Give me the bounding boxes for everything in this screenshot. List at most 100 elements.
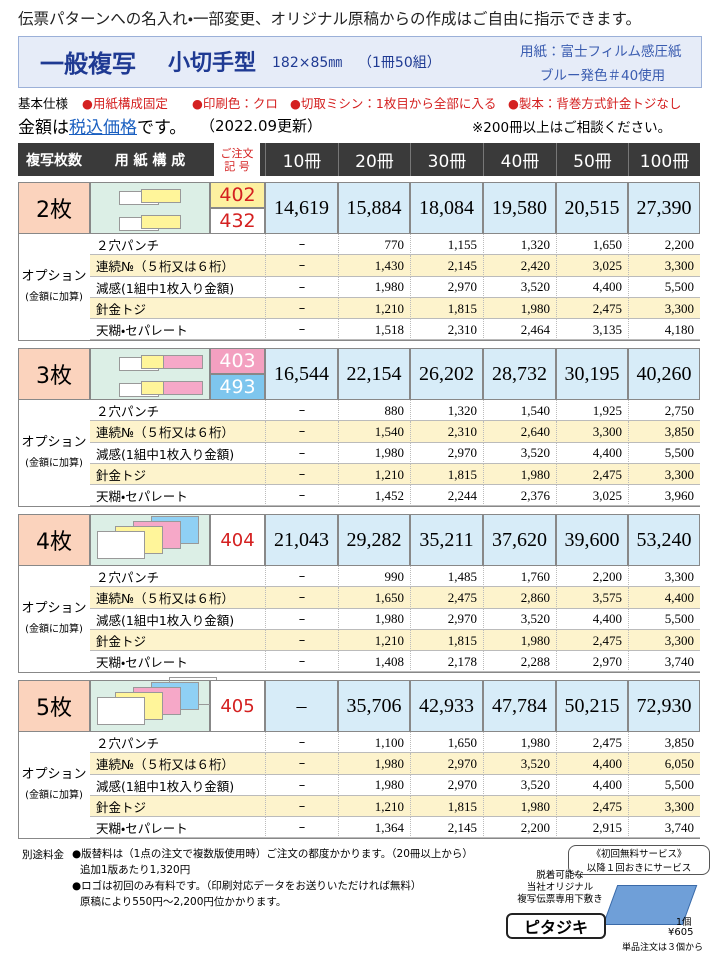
option-price: 1,210 bbox=[338, 463, 410, 486]
ad-banner bbox=[568, 845, 710, 875]
option-price: 1,980 bbox=[338, 442, 410, 464]
option-row bbox=[90, 566, 700, 588]
option-price: – bbox=[265, 442, 338, 464]
option-price: 1,980 bbox=[338, 608, 410, 630]
option-price: – bbox=[265, 297, 338, 320]
option-price: 2,475 bbox=[556, 297, 628, 320]
option-price: 2,750 bbox=[628, 400, 700, 422]
option-group: オプション bbox=[21, 268, 87, 284]
option-price: 1,980 bbox=[483, 795, 556, 818]
option-price: 5,500 bbox=[628, 276, 700, 298]
option-price: 1,760 bbox=[483, 566, 556, 588]
option-price: 4,400 bbox=[628, 587, 700, 609]
option-price: 3,300 bbox=[628, 255, 700, 277]
price: 37,620 bbox=[483, 514, 556, 566]
option-price: 2,288 bbox=[483, 651, 556, 673]
footer-line: 追加1版あたり1,320円 bbox=[80, 863, 191, 876]
option-price: 1,210 bbox=[338, 795, 410, 818]
price: 47,784 bbox=[483, 680, 556, 732]
option-row bbox=[90, 319, 700, 341]
ad-desc: 複写伝票専用下敷き bbox=[517, 894, 603, 905]
header-cell: 用 紙 構 成 bbox=[114, 152, 186, 169]
option-price: 4,400 bbox=[556, 774, 628, 796]
option-price: 1,485 bbox=[410, 566, 483, 588]
price: 35,211 bbox=[410, 514, 483, 566]
footer-label: 別途料金 bbox=[22, 848, 64, 861]
option-row bbox=[90, 421, 700, 443]
option-price: – bbox=[265, 608, 338, 630]
option-price: 3,300 bbox=[556, 421, 628, 443]
option-price: 6,050 bbox=[628, 753, 700, 775]
header-cell: 複写枚数 bbox=[26, 152, 82, 169]
option-price: 1,980 bbox=[483, 297, 556, 320]
option-label: 減感(1組中1枚入り金額) bbox=[96, 446, 235, 462]
option-row bbox=[90, 485, 700, 507]
sheet bbox=[97, 697, 145, 725]
paper: 用紙：富士フィルム感圧紙 bbox=[520, 44, 682, 60]
option-price: 1,100 bbox=[338, 732, 410, 754]
option-price: 2,475 bbox=[556, 463, 628, 486]
option-note: (金額に加算) bbox=[25, 623, 83, 635]
option-price: 3,300 bbox=[628, 463, 700, 486]
ad-service: 《初回無料サービス》 bbox=[591, 849, 687, 860]
option-label: ２穴パンチ bbox=[96, 404, 160, 420]
option-price: 2,244 bbox=[410, 485, 483, 507]
option-price: – bbox=[265, 587, 338, 609]
option-price: 3,740 bbox=[628, 651, 700, 673]
layout-diagram bbox=[90, 182, 210, 234]
option-price: 5,500 bbox=[628, 608, 700, 630]
option-row bbox=[90, 651, 700, 673]
option-price: 2,475 bbox=[410, 587, 483, 609]
header-row bbox=[18, 143, 700, 176]
option-row bbox=[90, 255, 700, 277]
option-price: 2,475 bbox=[556, 732, 628, 754]
ad-qty: 1個 bbox=[676, 917, 692, 928]
footer-line: 原稿により550円〜2,200円位かかります。 bbox=[80, 895, 287, 908]
option-label: 減感(1組中1枚入り金額) bbox=[96, 612, 235, 628]
price: 21,043 bbox=[265, 514, 338, 566]
option-price: 1,540 bbox=[338, 421, 410, 443]
option-label: ２穴パンチ bbox=[96, 570, 160, 586]
option-price: 2,376 bbox=[483, 485, 556, 507]
option-price: 2,640 bbox=[483, 421, 556, 443]
option-row bbox=[90, 587, 700, 609]
option-price: 3,025 bbox=[556, 255, 628, 277]
option-price: 1,452 bbox=[338, 485, 410, 507]
option-price: 1,430 bbox=[338, 255, 410, 277]
header-cell: 100冊 bbox=[628, 143, 700, 176]
option-price: 4,400 bbox=[556, 753, 628, 775]
option-price: – bbox=[265, 732, 338, 754]
option-price: 2,475 bbox=[556, 629, 628, 652]
option-label: 針金トジ bbox=[96, 634, 147, 650]
option-price: – bbox=[265, 817, 338, 839]
spec-item: ●用紙構成固定 bbox=[82, 95, 168, 111]
option-price: 1,650 bbox=[556, 234, 628, 256]
price: 18,084 bbox=[410, 182, 483, 234]
option-row bbox=[90, 276, 700, 298]
option-label: 連続№（５桁又は６桁） bbox=[96, 425, 235, 441]
paper: ブルー発色＃40使用 bbox=[540, 68, 666, 84]
option-row bbox=[90, 753, 700, 775]
option-price: 770 bbox=[338, 234, 410, 256]
note: 金額は bbox=[18, 117, 69, 138]
option-price: 3,575 bbox=[556, 587, 628, 609]
option-price: 2,200 bbox=[556, 566, 628, 588]
price: 35,706 bbox=[338, 680, 410, 732]
option-row bbox=[90, 400, 700, 422]
sheet bbox=[141, 215, 181, 229]
option-price: – bbox=[265, 753, 338, 775]
layout-diagram bbox=[90, 514, 210, 566]
header-cell: 20冊 bbox=[338, 143, 410, 176]
option-price: 3,520 bbox=[483, 608, 556, 630]
option-price: 880 bbox=[338, 400, 410, 422]
option-price: 3,300 bbox=[628, 795, 700, 818]
footer-line: ●ロゴは初回のみ有料です。（印刷対応データをお送りいただければ無料） bbox=[72, 879, 422, 892]
sheet bbox=[141, 189, 181, 203]
option-price: 4,400 bbox=[556, 276, 628, 298]
spec-item: ●切取ミシン：1枚目から全部に入る bbox=[290, 95, 497, 111]
option-price: – bbox=[265, 629, 338, 652]
option-label: 減感(1組中1枚入り金額) bbox=[96, 778, 235, 794]
option-price: – bbox=[265, 234, 338, 256]
layout-diagram bbox=[90, 677, 217, 732]
option-label: ２穴パンチ bbox=[96, 238, 160, 254]
